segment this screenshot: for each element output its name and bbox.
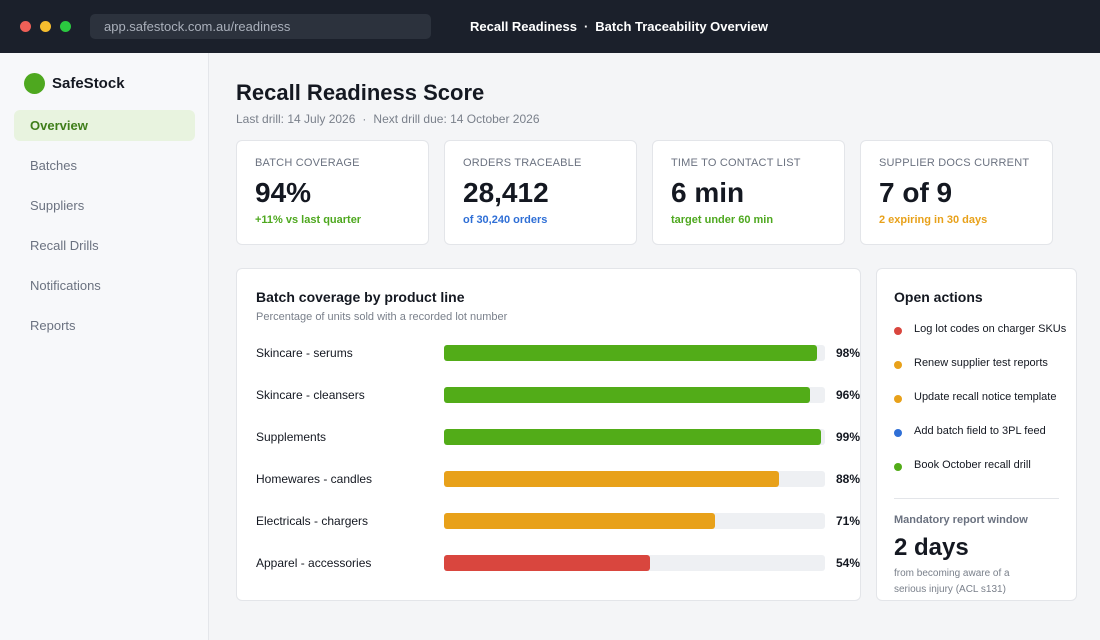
window-title-separator: · — [583, 19, 589, 34]
status-dot-icon — [894, 395, 902, 403]
window-titlebar: app.safestock.com.au/readiness Recall Re… — [0, 0, 1100, 53]
kpi-label: Time to contact list — [671, 157, 801, 169]
coverage-row: Apparel - accessories 54% — [256, 553, 861, 573]
kpi-value: 6 min — [671, 177, 745, 208]
coverage-row-label: Electricals - chargers — [256, 514, 369, 528]
kpi-value: 28,412 — [463, 177, 549, 208]
kpi-label: Batch coverage — [255, 157, 360, 169]
last-drill-date: Last drill: 14 July 2026 — [236, 112, 356, 126]
coverage-bar-track — [444, 513, 825, 529]
drill-dates-separator: · — [362, 112, 367, 126]
kpi-label: Supplier docs current — [879, 157, 1030, 169]
kpi-card-supplier-docs: Supplier docs current 7 of 9 2 expiring … — [860, 140, 1053, 245]
coverage-row-percent: 88% — [836, 472, 861, 486]
status-dot-icon — [894, 429, 902, 437]
sidebar-item-recall-drills[interactable]: Recall Drills — [30, 238, 99, 253]
action-item-label[interactable]: Log lot codes on charger SKUs — [914, 323, 1067, 335]
coverage-row: Homewares - candles 88% — [256, 469, 861, 489]
coverage-bar-fill — [444, 429, 821, 445]
coverage-row: Electricals - chargers 71% — [256, 511, 861, 531]
action-item-label[interactable]: Renew supplier test reports — [914, 357, 1048, 369]
sidebar-item-suppliers[interactable]: Suppliers — [30, 198, 85, 213]
open-actions-panel: Open actions Log lot codes on charger SK… — [876, 268, 1077, 601]
kpi-note: 2 expiring in 30 days — [879, 214, 988, 226]
coverage-panel-title: Batch coverage by product line — [256, 289, 465, 305]
coverage-bar-track — [444, 345, 825, 361]
address-bar[interactable]: app.safestock.com.au/readiness — [90, 14, 431, 39]
sidebar-item-batches[interactable]: Batches — [30, 158, 77, 173]
coverage-row-label: Skincare - serums — [256, 346, 353, 360]
coverage-bar-fill — [444, 387, 810, 403]
status-dot-icon — [894, 463, 902, 471]
status-dot-icon — [894, 361, 902, 369]
coverage-row-percent: 54% — [836, 556, 861, 570]
close-window-button[interactable] — [20, 21, 31, 32]
kpi-value: 7 of 9 — [879, 177, 953, 208]
sidebar-item-overview[interactable]: Overview — [14, 110, 195, 141]
sidebar-item-reports[interactable]: Reports — [30, 318, 76, 333]
coverage-row: Supplements 99% — [256, 427, 861, 447]
coverage-row: Skincare - cleansers 96% — [256, 385, 861, 405]
coverage-panel: Batch coverage by product line Percentag… — [236, 268, 861, 601]
coverage-panel-subtitle: Percentage of units sold with a recorded… — [256, 311, 508, 323]
kpi-value: 94% — [255, 177, 312, 208]
drill-dates: Last drill: 14 July 2026 · Next drill due:… — [236, 112, 540, 126]
coverage-row-percent: 98% — [836, 346, 861, 360]
kpi-card-batch-coverage: Batch coverage 94% +11% vs last quarter — [236, 140, 429, 245]
kpi-label: Orders traceable — [463, 157, 582, 169]
status-dot-icon — [894, 327, 902, 335]
action-item-label[interactable]: Book October recall drill — [914, 459, 1031, 471]
coverage-bar-track — [444, 471, 825, 487]
coverage-bar-fill — [444, 555, 650, 571]
coverage-bar-fill — [444, 513, 715, 529]
coverage-row-label: Apparel - accessories — [256, 556, 372, 570]
coverage-row-label: Homewares - candles — [256, 472, 373, 486]
page-title: Recall Readiness Score — [236, 80, 485, 105]
minimize-window-button[interactable] — [40, 21, 51, 32]
kpi-note: of 30,240 orders — [463, 214, 548, 226]
report-window-value: 2 days — [894, 534, 969, 561]
kpi-note: +11% vs last quarter — [255, 214, 362, 226]
coverage-bar-fill — [444, 471, 779, 487]
coverage-bar-track — [444, 555, 825, 571]
coverage-row-label: Skincare - cleansers — [256, 388, 365, 402]
coverage-row-percent: 96% — [836, 388, 861, 402]
brand-logo-icon — [24, 72, 45, 94]
kpi-card-time-to-contact: Time to contact list 6 min target under … — [652, 140, 845, 245]
maximize-window-button[interactable] — [60, 21, 71, 32]
brand-name: SafeStock — [52, 74, 125, 92]
coverage-row: Skincare - serums 98% — [256, 343, 861, 363]
window-title-sub: Batch Traceability Overview — [595, 19, 768, 34]
coverage-bar-track — [444, 387, 825, 403]
coverage-row-label: Supplements — [256, 430, 327, 444]
coverage-row-percent: 71% — [836, 514, 861, 528]
window-title-main: Recall Readiness — [470, 19, 577, 34]
action-item-label[interactable]: Add batch field to 3PL feed — [914, 425, 1046, 437]
kpi-note: target under 60 min — [671, 214, 774, 226]
coverage-row-percent: 99% — [836, 430, 861, 444]
action-item-label[interactable]: Update recall notice template — [914, 391, 1057, 403]
report-window-label: Mandatory report window — [894, 514, 1028, 526]
open-actions-title: Open actions — [894, 289, 983, 305]
coverage-bar-track — [444, 429, 825, 445]
brand[interactable]: SafeStock — [24, 72, 125, 94]
window-title: Recall Readiness · Batch Traceability Over… — [470, 0, 768, 53]
sidebar-item-notifications[interactable]: Notifications — [30, 278, 101, 293]
next-drill-date: Next drill due: 14 October 2026 — [373, 112, 540, 126]
sidebar: SafeStock Overview Batches Suppliers Rec… — [0, 53, 209, 640]
coverage-bar-fill — [444, 345, 817, 361]
report-window-note: from becoming aware of a serious injury … — [894, 568, 1010, 595]
divider — [894, 498, 1059, 499]
kpi-card-orders-traceable: Orders traceable 28,412 of 30,240 orders — [444, 140, 637, 245]
